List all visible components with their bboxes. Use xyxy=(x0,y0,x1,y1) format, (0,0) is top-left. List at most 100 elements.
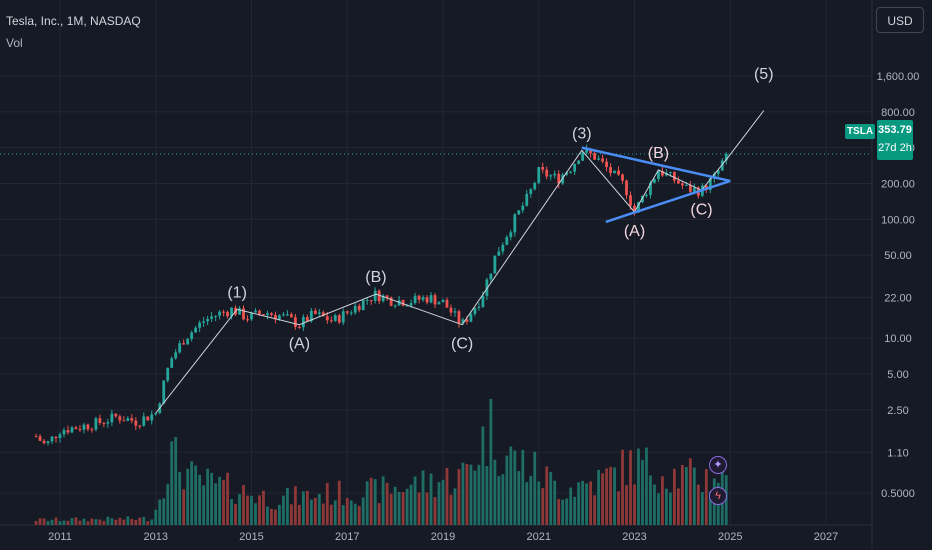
volume-bar xyxy=(545,466,549,525)
volume-bar xyxy=(517,471,521,525)
candle xyxy=(218,311,221,316)
y-tick-label: 200.00 xyxy=(881,178,915,190)
volume-bar xyxy=(724,475,728,525)
volume-bar xyxy=(150,519,154,525)
volume-bar xyxy=(154,509,158,525)
candle xyxy=(453,311,457,313)
candle xyxy=(601,158,604,162)
candle xyxy=(194,327,198,333)
volume-bar xyxy=(569,487,573,525)
candle xyxy=(437,302,441,305)
volume-bar xyxy=(617,491,620,525)
volume-bar xyxy=(621,449,624,525)
candle xyxy=(230,307,233,317)
volume-bar xyxy=(397,491,401,525)
trendline[interactable] xyxy=(581,146,731,183)
candle xyxy=(684,185,688,187)
volume-bar xyxy=(62,520,66,525)
candle xyxy=(54,436,58,439)
volume-bar xyxy=(477,464,481,525)
candle xyxy=(313,310,317,314)
candle xyxy=(481,295,485,307)
volume-bar xyxy=(130,518,134,525)
candle xyxy=(365,299,369,301)
candle xyxy=(381,295,385,302)
volume-bar xyxy=(585,483,589,525)
volume-bar xyxy=(377,503,381,525)
candle xyxy=(716,170,720,174)
volume-bar xyxy=(289,504,293,525)
volume-bar xyxy=(258,495,261,525)
volume-indicator-label[interactable]: Vol xyxy=(6,36,23,50)
trendline[interactable] xyxy=(605,179,731,224)
last-price-tag: 353.79 27d 2h xyxy=(877,120,913,160)
volume-bar xyxy=(305,490,309,525)
volume-bar xyxy=(553,480,557,525)
candle xyxy=(373,290,377,301)
volume-bar xyxy=(166,483,170,525)
volume-bar xyxy=(413,476,417,525)
symbol-title[interactable]: Tesla, Inc., 1M, NASDAQ xyxy=(6,14,141,28)
candle xyxy=(238,308,241,315)
lightning-icon[interactable]: ϟ xyxy=(709,487,727,505)
volume-bar xyxy=(549,472,553,525)
candle xyxy=(573,163,577,172)
volume-bar xyxy=(645,447,648,525)
volume-bar xyxy=(297,504,301,525)
candle xyxy=(429,295,433,303)
candle xyxy=(657,171,660,180)
volume-bar xyxy=(684,467,688,525)
volume-bar xyxy=(441,479,445,525)
candle xyxy=(162,380,166,404)
volume-bar xyxy=(497,475,501,525)
candle xyxy=(98,418,102,423)
volume-bar xyxy=(102,520,106,525)
volume-bar xyxy=(357,505,361,525)
candle xyxy=(680,183,684,186)
candle xyxy=(513,214,517,233)
volume-bar xyxy=(78,520,82,525)
volume-bar xyxy=(425,492,429,525)
volume-bar xyxy=(50,519,54,525)
candle xyxy=(301,317,305,328)
volume-bar xyxy=(417,492,421,525)
candle xyxy=(94,418,98,430)
volume-bar xyxy=(641,459,644,525)
candle xyxy=(525,193,529,206)
candle xyxy=(242,308,245,320)
volume-bar xyxy=(333,500,337,525)
volume-bar xyxy=(676,488,680,525)
candle xyxy=(533,182,537,190)
volume-bar xyxy=(561,499,565,525)
volume-bar xyxy=(653,484,656,525)
volume-bar xyxy=(401,492,405,525)
volume-bar xyxy=(337,480,341,525)
candle xyxy=(102,422,106,424)
candle xyxy=(529,189,533,194)
candle xyxy=(226,312,229,317)
volume-bar xyxy=(34,520,38,525)
volume-bar xyxy=(190,461,194,525)
candle xyxy=(250,312,253,320)
candle xyxy=(585,148,589,153)
candle xyxy=(541,167,545,170)
volume-bar xyxy=(174,437,178,525)
candle xyxy=(617,170,620,175)
volume-bar xyxy=(58,521,62,525)
candle xyxy=(198,322,202,328)
candle xyxy=(545,169,549,177)
candle xyxy=(485,279,489,296)
volume-bar xyxy=(573,496,577,525)
volume-bar xyxy=(170,441,174,525)
candle xyxy=(341,311,345,323)
volume-bar xyxy=(321,503,325,525)
currency-button[interactable]: USD xyxy=(876,7,924,33)
volume-bar xyxy=(469,464,473,525)
candle xyxy=(254,310,257,313)
volume-bar xyxy=(669,492,672,525)
volume-bar xyxy=(593,495,597,525)
sparkle-icon[interactable]: ✦ xyxy=(709,456,727,474)
volume-bar xyxy=(700,492,704,525)
